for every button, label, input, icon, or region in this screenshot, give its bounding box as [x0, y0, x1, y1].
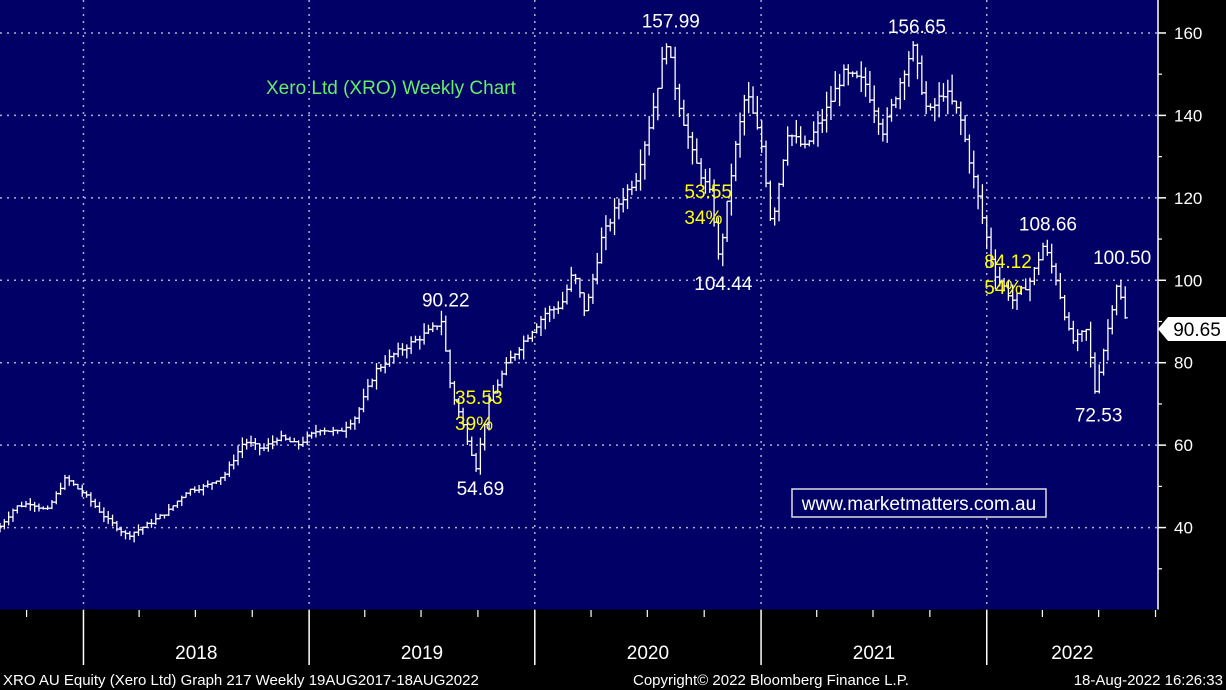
- drawdown-percent: 39%: [455, 414, 493, 435]
- annotations: 90.22 54.69 157.99 104.44 156.65 108.66 72.53 1…: [422, 11, 1151, 500]
- last-price-label: 90.65: [1173, 320, 1221, 341]
- peak-trough-label: 156.65: [888, 17, 946, 38]
- x-tick-label: 2018: [175, 643, 217, 664]
- footer-left: XRO AU Equity (Xero Ltd) Graph 217 Weekl…: [3, 672, 479, 689]
- watermark-text: www.marketmatters.com.au: [801, 494, 1036, 515]
- x-tick-label: 2020: [627, 643, 669, 664]
- peak-trough-label: 54.69: [457, 479, 505, 500]
- price-bar: [1122, 286, 1128, 319]
- watermark: www.marketmatters.com.au: [791, 488, 1047, 518]
- peak-trough-label: 72.53: [1075, 405, 1123, 426]
- y-tick-label: 120: [1174, 189, 1202, 208]
- y-tick-label: 60: [1174, 436, 1193, 455]
- chart-title: Xero Ltd (XRO) Weekly Chart: [266, 78, 517, 99]
- plot-background: [0, 0, 1158, 610]
- drawdown-value: 84.12: [984, 252, 1032, 273]
- x-tick-label: 2019: [401, 643, 443, 664]
- y-tick-label: 160: [1174, 24, 1202, 43]
- y-tick-label: 100: [1174, 271, 1202, 290]
- peak-trough-label: 100.50: [1093, 248, 1151, 269]
- peak-trough-label: 157.99: [642, 11, 700, 32]
- drawdown-label: 84.12 54%: [984, 252, 1032, 299]
- x-axis: 2018 2019 2020 2021 2022: [0, 609, 1226, 665]
- y-tick-label: 40: [1174, 519, 1193, 538]
- drawdown-percent: 34%: [684, 208, 722, 229]
- peak-trough-label: 90.22: [422, 291, 470, 312]
- price-series: [0, 41, 1128, 543]
- watermark-box: [791, 488, 1047, 518]
- x-tick-label: 2021: [853, 643, 895, 664]
- footer: XRO AU Equity (Xero Ltd) Graph 217 Weekl…: [3, 672, 1223, 689]
- drawdown-percent: 54%: [984, 278, 1022, 299]
- drawdown-label: 35.53 39%: [455, 388, 503, 435]
- peak-trough-label: 104.44: [694, 274, 753, 295]
- drawdown-value: 35.53: [455, 388, 503, 409]
- footer-center: Copyright© 2022 Bloomberg Finance L.P.: [633, 672, 909, 689]
- y-axis: 40 60 80 100 120 140 160: [1157, 0, 1202, 610]
- drawdown-value: 53.55: [684, 182, 732, 203]
- drawdown-label: 53.55 34%: [684, 182, 732, 229]
- footer-right: 18-Aug-2022 16:26:33: [1074, 672, 1223, 689]
- peak-trough-label: 108.66: [1019, 215, 1077, 236]
- y-tick-label: 80: [1174, 354, 1193, 373]
- y-tick-label: 140: [1174, 106, 1202, 125]
- x-tick-label: 2022: [1051, 643, 1093, 664]
- last-price-marker: 90.65: [1158, 317, 1226, 341]
- last-price-box: [1158, 317, 1226, 341]
